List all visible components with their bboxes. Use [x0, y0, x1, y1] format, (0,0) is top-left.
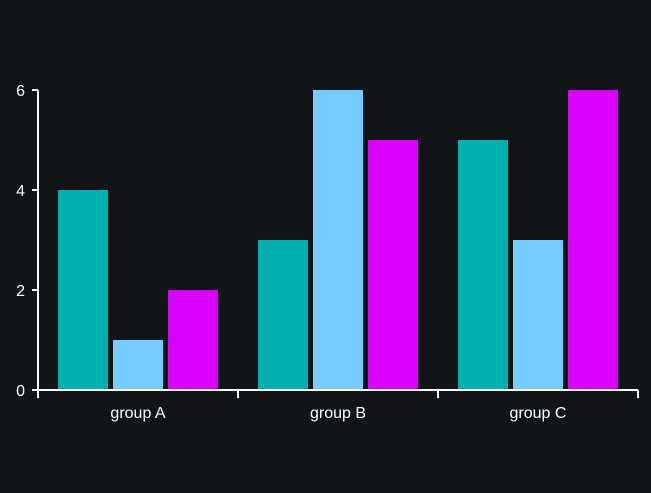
- axes-layer: 0 2 4 6 group A group B group C: [16, 83, 639, 422]
- bar-group-c-series-3: [568, 90, 618, 390]
- y-tick-label: 2: [16, 283, 25, 300]
- bar-group-c-series-1: [458, 140, 508, 390]
- bar-group-a-series-2: [113, 340, 163, 390]
- y-tick-label: 6: [16, 83, 25, 100]
- bar-group-c-series-2: [513, 240, 563, 390]
- bar-group-b-series-2: [313, 90, 363, 390]
- bars-layer: [58, 90, 618, 390]
- x-tick-label: group A: [110, 405, 165, 422]
- y-tick-label: 0: [16, 383, 25, 400]
- bar-group-a-series-1: [58, 190, 108, 390]
- bar-group-b-series-1: [258, 240, 308, 390]
- x-tick-label: group B: [310, 405, 366, 422]
- bar-group-b-series-3: [368, 140, 418, 390]
- y-tick-label: 4: [16, 183, 25, 200]
- x-tick-label: group C: [510, 405, 567, 422]
- bar-group-a-series-3: [168, 290, 218, 390]
